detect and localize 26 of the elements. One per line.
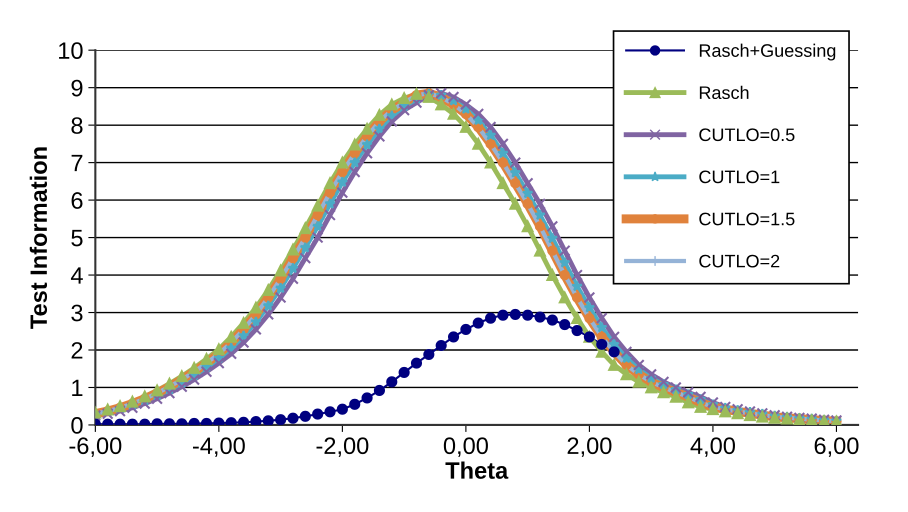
y-tick-label: 2: [72, 342, 82, 359]
x-tick-label: -2,00: [316, 437, 368, 457]
legend-label: Rasch+Guessing: [700, 44, 836, 61]
legend-label: Rasch: [700, 86, 748, 100]
y-tick-label: 8: [71, 117, 83, 134]
y-tick-label: 5: [71, 230, 83, 246]
x-axis-title: Theta: [445, 462, 508, 479]
y-tick-label: 6: [72, 192, 82, 209]
y-tick-label: 7: [72, 154, 82, 172]
y-tick-label: 0: [71, 417, 83, 434]
x-tick-label: -4,00: [193, 437, 245, 457]
y-tick-label: 9: [72, 80, 82, 96]
legend-label: CUTLO=1.5: [699, 212, 794, 226]
legend-label: CUTLO=1: [699, 170, 780, 184]
x-tick-label: 0,00: [444, 437, 488, 457]
y-tick-label: 1: [72, 380, 82, 396]
x-tick-label: 6,00: [814, 437, 858, 457]
y-tick-label: 10: [59, 42, 83, 59]
legend-label: CUTLO=0.5: [699, 128, 794, 142]
y-tick-label: 4: [70, 267, 83, 284]
y-axis-title: Test Information: [30, 147, 48, 329]
x-tick-label: 4,00: [690, 437, 735, 457]
y-tick-label: 3: [71, 304, 82, 322]
x-tick-label: -6,00: [69, 437, 122, 457]
legend-label: CUTLO=2: [699, 254, 780, 268]
x-tick-label: 2,00: [568, 437, 612, 457]
